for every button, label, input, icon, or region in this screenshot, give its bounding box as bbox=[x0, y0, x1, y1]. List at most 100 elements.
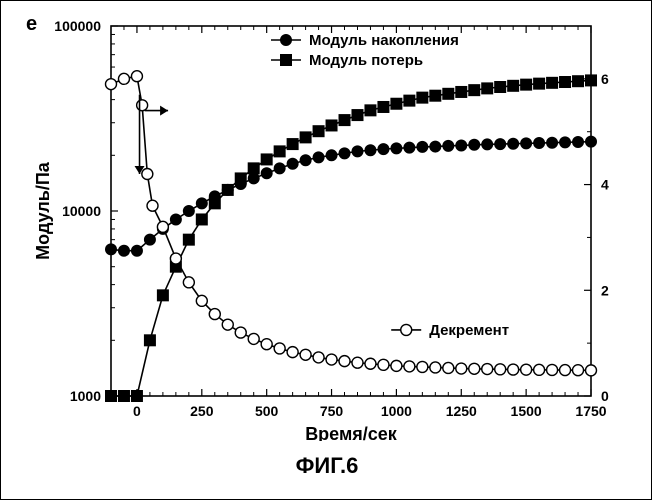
marker bbox=[131, 245, 142, 256]
marker bbox=[534, 138, 545, 149]
legend-label-loss: Модуль потерь bbox=[309, 52, 423, 69]
marker bbox=[482, 139, 493, 150]
marker bbox=[404, 142, 415, 153]
xtick-label: 250 bbox=[190, 403, 214, 419]
marker bbox=[274, 343, 285, 354]
marker bbox=[456, 363, 467, 374]
marker bbox=[313, 152, 324, 163]
marker bbox=[170, 253, 181, 264]
legend-marker-loss bbox=[281, 55, 292, 66]
marker bbox=[170, 214, 181, 225]
marker bbox=[378, 144, 389, 155]
legend-marker-storage bbox=[281, 35, 292, 46]
marker bbox=[118, 245, 129, 256]
marker bbox=[352, 146, 363, 157]
marker bbox=[137, 100, 148, 111]
marker bbox=[222, 184, 233, 195]
marker bbox=[495, 139, 506, 150]
marker bbox=[456, 86, 467, 97]
panel-label: e bbox=[26, 13, 37, 36]
marker bbox=[586, 75, 597, 86]
marker bbox=[106, 79, 117, 90]
marker bbox=[183, 206, 194, 217]
marker bbox=[248, 163, 259, 174]
xtick-label: 1250 bbox=[446, 403, 477, 419]
marker bbox=[144, 234, 155, 245]
marker bbox=[586, 136, 597, 147]
marker bbox=[430, 362, 441, 373]
ytick-right-label: 0 bbox=[601, 388, 609, 404]
marker bbox=[106, 391, 117, 402]
marker bbox=[106, 244, 117, 255]
marker bbox=[326, 120, 337, 131]
marker bbox=[131, 71, 142, 82]
marker bbox=[300, 155, 311, 166]
marker bbox=[196, 214, 207, 225]
marker bbox=[391, 98, 402, 109]
arrow-head bbox=[160, 106, 168, 116]
marker bbox=[365, 105, 376, 116]
marker bbox=[352, 110, 363, 121]
marker bbox=[443, 88, 454, 99]
marker bbox=[495, 364, 506, 375]
marker bbox=[417, 141, 428, 152]
marker bbox=[300, 132, 311, 143]
marker bbox=[521, 364, 532, 375]
marker bbox=[261, 339, 272, 350]
marker bbox=[508, 138, 519, 149]
marker bbox=[547, 77, 558, 88]
chart-area: 0250500750100012501500175010001000010000… bbox=[1, 1, 652, 441]
marker bbox=[443, 362, 454, 373]
marker bbox=[157, 221, 168, 232]
marker bbox=[469, 363, 480, 374]
marker bbox=[118, 73, 129, 84]
marker bbox=[560, 137, 571, 148]
xtick-label: 1500 bbox=[511, 403, 542, 419]
marker bbox=[443, 140, 454, 151]
marker bbox=[339, 115, 350, 126]
ytick-right-label: 4 bbox=[601, 177, 609, 193]
marker bbox=[287, 347, 298, 358]
marker bbox=[222, 319, 233, 330]
marker bbox=[183, 234, 194, 245]
ytick-right-label: 2 bbox=[601, 282, 609, 298]
marker bbox=[404, 95, 415, 106]
marker bbox=[196, 295, 207, 306]
marker bbox=[495, 82, 506, 93]
marker bbox=[508, 364, 519, 375]
marker bbox=[469, 85, 480, 96]
xlabel: Время/сек bbox=[305, 424, 398, 441]
marker bbox=[274, 146, 285, 157]
legend-label-storage: Модуль накопления bbox=[309, 32, 459, 49]
marker bbox=[417, 361, 428, 372]
xtick-label: 750 bbox=[320, 403, 344, 419]
figure-label: ФИГ.6 bbox=[1, 453, 652, 479]
marker bbox=[482, 364, 493, 375]
marker bbox=[521, 79, 532, 90]
marker bbox=[300, 349, 311, 360]
marker bbox=[157, 290, 168, 301]
marker bbox=[534, 364, 545, 375]
marker bbox=[547, 364, 558, 375]
marker bbox=[261, 154, 272, 165]
marker bbox=[261, 168, 272, 179]
marker bbox=[326, 354, 337, 365]
marker bbox=[144, 335, 155, 346]
ytick-left-label: 1000 bbox=[70, 388, 101, 404]
marker bbox=[456, 140, 467, 151]
marker bbox=[573, 76, 584, 87]
marker bbox=[287, 158, 298, 169]
marker bbox=[209, 309, 220, 320]
marker bbox=[274, 163, 285, 174]
xtick-label: 1000 bbox=[381, 403, 412, 419]
marker bbox=[326, 150, 337, 161]
marker bbox=[469, 139, 480, 150]
marker bbox=[183, 277, 194, 288]
marker bbox=[482, 83, 493, 94]
marker bbox=[508, 80, 519, 91]
ylabel-left: Модуль/Па bbox=[33, 161, 53, 260]
marker bbox=[391, 360, 402, 371]
marker bbox=[339, 356, 350, 367]
marker bbox=[248, 173, 259, 184]
marker bbox=[560, 77, 571, 88]
